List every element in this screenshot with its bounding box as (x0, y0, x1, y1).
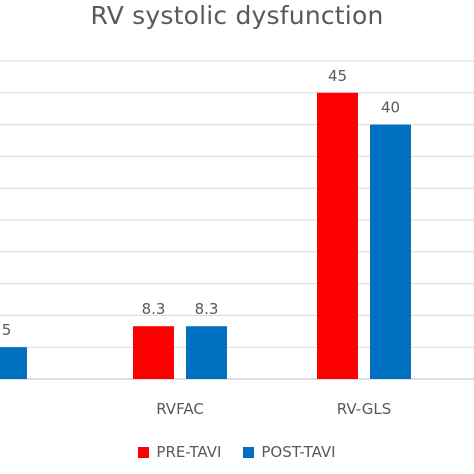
data-label-post-tavi-rv-gls: 40 (381, 99, 400, 117)
category-label-rv-gls: RV-GLS (337, 400, 391, 418)
bars (0, 92, 411, 380)
legend-item-pre: PRE-TAVI (138, 443, 221, 461)
bar-pre-tavi-rv-gls (317, 92, 358, 380)
bar-post-tavi-rv-gls (370, 124, 411, 379)
data-label-pre-tavi-rvfac: 8.3 (142, 300, 166, 318)
legend-label-pre: PRE-TAVI (156, 443, 222, 461)
category-label-rvfac: RVFAC (156, 400, 204, 418)
chart-title: RV systolic dysfunction (90, 1, 384, 30)
data-label-post-tavi-rvfac: 8.3 (195, 300, 219, 318)
data-labels: 5 8.3 8.3 45 40 (2, 67, 400, 339)
legend-label-post: POST-TAVI (261, 443, 336, 461)
legend-item-post: POST-TAVI (243, 443, 336, 461)
legend-swatch-pre (138, 446, 150, 458)
gridlines (0, 60, 474, 380)
bar-post-tavi-rvfac (186, 326, 227, 379)
data-label-post-tavi-pse: 5 (2, 321, 12, 339)
bar-post-tavi-pse (0, 347, 27, 379)
category-labels: PSERVFACRV-GLS (156, 400, 391, 418)
data-label-pre-tavi-rv-gls: 45 (328, 67, 347, 85)
bar-pre-tavi-rvfac (133, 326, 174, 379)
legend-swatch-post (243, 446, 255, 458)
legend: PRE-TAVI POST-TAVI (0, 443, 474, 461)
